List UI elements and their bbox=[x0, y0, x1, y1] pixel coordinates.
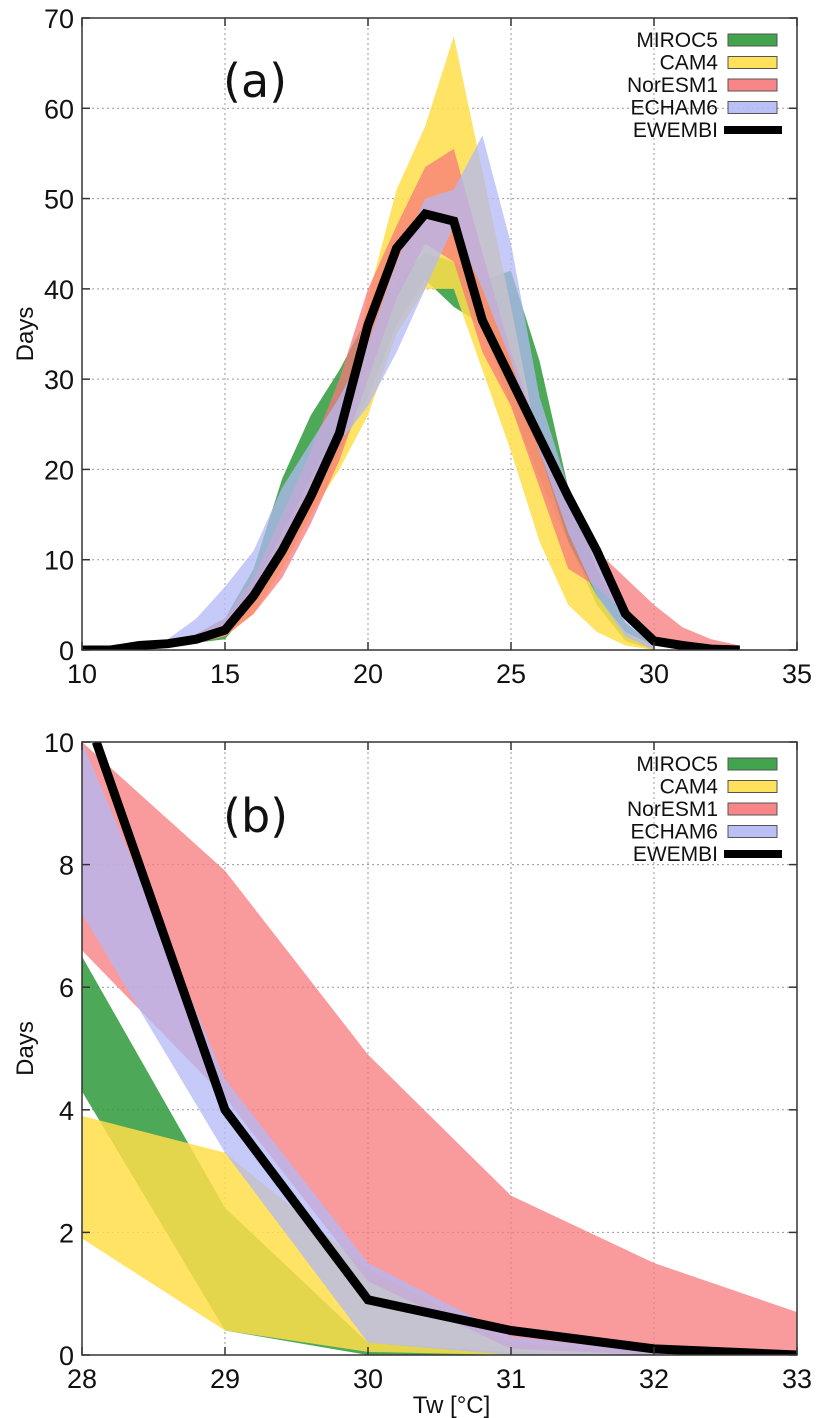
axes: 28 29 30 31 32 33 0 2 4 6 8 10 bbox=[44, 728, 812, 1394]
panel-b-chart: 28 29 30 31 32 33 0 2 4 6 8 10 Days Tw [°C] (b) MIROC5C… bbox=[12, 728, 812, 1418]
x-tick-label: 35 bbox=[782, 659, 812, 689]
plot-area bbox=[82, 36, 740, 650]
y-tick-label: 0 bbox=[59, 636, 74, 666]
y-tick-label: 8 bbox=[59, 851, 74, 881]
y-tick-label: 10 bbox=[44, 728, 74, 758]
legend-item-echam6: ECHAM6 bbox=[630, 821, 778, 844]
y-tick-label: 70 bbox=[44, 4, 74, 34]
y-tick-label: 30 bbox=[44, 365, 74, 395]
legend-swatch bbox=[727, 757, 778, 771]
legend-label: NorESM1 bbox=[627, 74, 718, 97]
legend-swatch bbox=[727, 802, 778, 816]
x-tick-label: 30 bbox=[353, 1364, 383, 1394]
x-tick-label: 31 bbox=[496, 1364, 526, 1394]
band-noresm1 bbox=[82, 742, 797, 1355]
y-tick-label: 20 bbox=[44, 455, 74, 485]
band-cam4 bbox=[82, 1115, 797, 1355]
x-tick-label: 30 bbox=[639, 659, 669, 689]
legend-item-ewembi: EWEMBI bbox=[633, 119, 782, 142]
legend-item-cam4: CAM4 bbox=[660, 52, 778, 75]
band-cam4 bbox=[139, 36, 654, 650]
legend-item-noresm1: NorESM1 bbox=[627, 74, 778, 97]
legend-label: EWEMBI bbox=[633, 119, 718, 142]
legend-swatch bbox=[727, 56, 778, 69]
panel-a-chart: 10 15 20 25 30 35010203040506070Days(a)MIROC5… bbox=[12, 4, 812, 689]
legend-item-cam4: CAM4 bbox=[660, 776, 778, 799]
plot-frame bbox=[81, 17, 798, 651]
y-tick-label: 6 bbox=[59, 973, 74, 1003]
legend-label: CAM4 bbox=[660, 776, 719, 799]
line-ewembi bbox=[92, 742, 797, 1355]
legend-item-echam6: ECHAM6 bbox=[630, 97, 778, 120]
x-tick-label: 29 bbox=[210, 1364, 240, 1394]
legend-swatch bbox=[727, 33, 778, 47]
legend-label: MIROC5 bbox=[636, 29, 718, 52]
panel-label: (a) bbox=[223, 54, 287, 108]
band-echam6 bbox=[139, 135, 654, 650]
y-tick-label: 4 bbox=[59, 1096, 74, 1126]
y-tick-label: 2 bbox=[59, 1218, 74, 1248]
x-tick-label: 33 bbox=[782, 1364, 812, 1394]
y-tick-label: 60 bbox=[44, 94, 74, 124]
x-tick-label: 10 bbox=[67, 659, 97, 689]
plot-frame bbox=[81, 741, 798, 1356]
panel-label: (b) bbox=[223, 789, 288, 843]
y-tick-label: 50 bbox=[44, 185, 74, 215]
y-tick-label: 0 bbox=[59, 1341, 74, 1371]
plot-area bbox=[82, 742, 797, 1355]
legend-label: ECHAM6 bbox=[630, 97, 718, 120]
legend-item-miroc5: MIROC5 bbox=[636, 29, 778, 52]
legend-item-ewembi: EWEMBI bbox=[633, 843, 782, 866]
legend-swatch bbox=[727, 101, 778, 114]
legend-item-miroc5: MIROC5 bbox=[636, 753, 778, 776]
x-axis-title: Tw [°C] bbox=[413, 1392, 491, 1418]
y-axis-title: Days bbox=[12, 1021, 39, 1076]
legend-label: NorESM1 bbox=[627, 798, 718, 821]
y-tick-label: 10 bbox=[44, 546, 74, 576]
grid bbox=[82, 18, 797, 650]
line-ewembi bbox=[82, 208, 740, 650]
legend-label: EWEMBI bbox=[633, 843, 718, 866]
x-tick-label: 15 bbox=[210, 659, 240, 689]
legend-item-noresm1: NorESM1 bbox=[627, 798, 778, 821]
legend-label: CAM4 bbox=[660, 52, 719, 75]
x-tick-label: 20 bbox=[353, 659, 383, 689]
x-tick-label: 25 bbox=[496, 659, 526, 689]
x-tick-label: 28 bbox=[67, 1364, 97, 1394]
legend-label: ECHAM6 bbox=[630, 821, 718, 844]
legend-swatch bbox=[727, 780, 778, 793]
legend-label: MIROC5 bbox=[636, 753, 718, 776]
x-tick-label: 32 bbox=[639, 1364, 669, 1394]
y-tick-label: 40 bbox=[44, 275, 74, 305]
y-axis-title: Days bbox=[12, 307, 39, 362]
legend-swatch bbox=[727, 825, 778, 838]
legend-swatch bbox=[727, 78, 778, 92]
